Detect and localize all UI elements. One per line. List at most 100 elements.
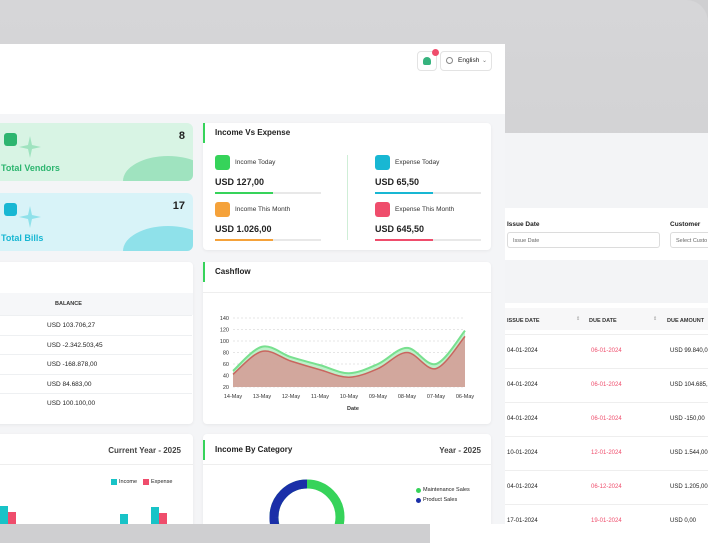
chart-bar [151,507,159,524]
x-tick-label: 12-May [282,394,301,400]
legend-dot [416,498,421,503]
item-label: Expense This Month [395,206,455,213]
divider [203,292,491,293]
legend-income[interactable]: Income [119,479,138,485]
y-tick-label: 60 [223,362,229,368]
decor-wave [123,156,193,181]
due-date-cell: 12-01-2024 [591,450,622,456]
y-tick-label: 20 [223,385,229,391]
balance-row: USD 103.706,27 [0,315,192,335]
due-date-cell: 06-01-2024 [591,382,622,388]
series-line [232,335,466,378]
col-due-amount[interactable]: DUE AMOUNT [667,318,705,324]
item-icon [215,202,230,217]
item-icon [375,202,390,217]
sparkle-icon [19,136,41,158]
col-issue-date[interactable]: ISSUE DATE [507,318,540,324]
issue-date-label: Issue Date [507,221,540,228]
progress-fill [215,239,274,241]
y-tick-label: 120 [220,328,229,334]
progress-bar [215,239,321,241]
due-amount-cell: USD 104.685, [670,382,708,388]
language-label: English [458,57,480,64]
sort-icon[interactable]: ⇕ [576,316,581,322]
income-vs-expense-title: Income Vs Expense [203,123,290,143]
chart-bar [120,514,128,524]
balance-value: USD 103.706,27 [47,322,96,329]
balance-header [0,293,193,315]
series-line [232,329,466,375]
bell-icon [423,57,431,65]
balance-value: USD 100.100,00 [47,400,96,407]
issue-date-input[interactable]: Issue Date [507,232,660,248]
due-date-cell: 19-01-2024 [591,518,622,524]
col-due-date[interactable]: DUE DATE [589,318,617,324]
issue-date-cell: 04-01-2024 [507,348,538,354]
balance-value: USD -2.342.503,45 [47,341,103,349]
item-label: Income This Month [235,206,291,213]
stat-card-bills[interactable]: 17 Total Bills [0,193,193,251]
customer-select[interactable]: Select Custo [670,232,708,248]
table-row[interactable]: 04-01-2024 06-01-2024 USD -150,00 [430,402,708,437]
legend-swatch [111,479,117,485]
balance-row: USD 84.683,00 [0,373,192,394]
progress-fill [375,239,434,241]
table-row[interactable]: 04-01-2024 06-01-2024 USD 99.840,0 [430,334,708,369]
income-by-category-card: Income By Category Year - 2025 Maintenan… [203,434,491,524]
x-tick-label: 08-May [398,394,417,400]
table-row[interactable]: 04-01-2024 06-01-2024 USD 104.685, [430,368,708,403]
divider [0,464,193,465]
period-label: Current Year - 2025 [108,446,181,455]
vendor-icon [4,133,17,146]
legend-expense[interactable]: Expense [151,479,173,485]
x-tick-label: 11-May [311,394,329,400]
item-amount: USD 65,50 [375,177,420,187]
balance-value: USD -168.878,00 [47,361,98,368]
x-tick-label: 13-May [253,394,272,400]
period-label: Year - 2025 [439,446,481,455]
legend-swatch [143,479,149,485]
notification-button[interactable] [417,49,439,71]
stat-card-vendors[interactable]: 8 Total Vendors [0,123,193,181]
table-row[interactable]: 10-01-2024 12-01-2024 USD 1.544,00 [430,436,708,471]
issue-date-cell: 04-01-2024 [507,416,538,422]
legend-maintenance[interactable]: Maintenance Sales [423,487,470,493]
language-select[interactable]: English ⌄ [440,51,492,71]
vendors-label: Total Vendors [1,163,60,173]
item-icon [215,155,230,170]
balance-row: USD -2.342.503,45 [0,334,192,355]
dashboard-window: English ⌄ 8 Total Vendors 17 Total Bills… [0,44,505,524]
chart-bar [159,513,167,524]
item-label: Expense Today [395,159,440,166]
balance-row: USD 100.100,00 [0,393,192,413]
item-amount: USD 1.026,00 [215,224,272,234]
item-label: Income Today [235,159,276,166]
due-amount-cell: USD 99.840,0 [670,348,708,354]
cashflow-card: Cashflow 20 40 60 80 100 120 140 14-May 13-May 12… [203,262,491,424]
due-amount-cell: USD 1.205,00 [670,484,708,490]
y-tick-label: 140 [220,316,229,322]
donut-chart [269,479,345,524]
x-tick-label: 06-May [456,394,475,400]
x-tick-label: 07-May [427,394,446,400]
due-date-cell: 06-01-2024 [591,348,622,354]
bills-count: 17 [172,200,185,212]
due-amount-cell: USD -150,00 [670,416,705,422]
cashflow-chart: 20 40 60 80 100 120 140 14-May 13-May 12-May 11-Ma… [220,316,475,412]
table-row[interactable]: 04-01-2024 06-12-2024 USD 1.205,00 [430,470,708,505]
sort-icon[interactable]: ⇕ [653,316,658,322]
legend-product[interactable]: Product Sales [423,497,458,503]
x-tick-label: 14-May [224,394,243,400]
due-amount-cell: USD 0,00 [670,518,697,524]
balance-card: BALANCE USD 103.706,27 USD -2.342.503,45 U… [0,262,193,424]
divider [203,464,491,465]
progress-bar [375,239,481,241]
customer-label: Customer [670,221,701,228]
x-axis-label: Date [347,406,359,412]
y-tick-label: 100 [220,339,229,345]
top-bar: English ⌄ [0,44,505,114]
due-amount-cell: USD 1.544,00 [670,450,708,456]
y-tick-label: 80 [223,351,229,357]
due-date-cell: 06-01-2024 [591,416,622,422]
y-tick-label: 40 [223,374,229,380]
